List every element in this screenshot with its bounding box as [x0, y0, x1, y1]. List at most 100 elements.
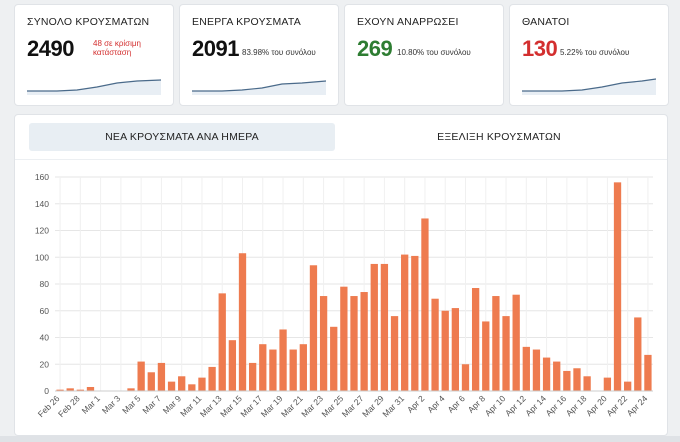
stat-value: 130 [522, 36, 558, 61]
bar [451, 308, 460, 391]
y-tick-label: 160 [35, 172, 49, 182]
bar [188, 384, 196, 391]
bar [299, 344, 307, 391]
stat-value: 269 [357, 36, 393, 61]
x-tick-label: Apr 18 [564, 393, 589, 418]
stat-note: 83.98% του συνόλου [242, 48, 316, 57]
bar [441, 310, 449, 391]
bar [350, 296, 358, 391]
bar [542, 357, 551, 391]
x-tick-label: Apr 4 [425, 393, 447, 415]
x-tick-label: Apr 22 [604, 393, 629, 418]
bar [309, 265, 318, 391]
bar [208, 366, 216, 391]
bar [370, 263, 378, 391]
y-tick-label: 20 [40, 359, 50, 369]
bar [573, 368, 581, 391]
stat-card-recovered: ΕΧΟΥΝ ΑΝΑΡΡΩΣΕΙ 269 10.80% του συνόλου [344, 4, 504, 106]
bar [421, 218, 429, 391]
tab-daily-cases[interactable]: ΝΕΑ ΚΡΟΥΣΜΑΤΑ ΑΝΑ ΗΜΕΡΑ [29, 123, 335, 151]
bar [178, 376, 186, 391]
x-tick-label: Apr 14 [523, 393, 548, 418]
x-tick-label: Mar 7 [140, 393, 163, 416]
bar [583, 376, 591, 391]
bar [471, 288, 480, 391]
tab-divider [15, 159, 667, 160]
x-tick-label: Apr 2 [405, 393, 427, 415]
bar [401, 254, 409, 391]
bar [502, 316, 510, 391]
stat-title: ΣΥΝΟΛΟ ΚΡΟΥΣΜΑΤΩΝ [27, 16, 150, 28]
stat-note-line1: 48 σε κρίσιμη [93, 39, 141, 48]
stat-card-deaths: ΘΑΝΑΤΟΙ 130 5.22% του συνόλου [509, 4, 669, 106]
bar [603, 377, 612, 391]
stat-title: ΕΧΟΥΝ ΑΝΑΡΡΩΣΕΙ [357, 16, 459, 28]
bar [319, 296, 328, 391]
sparkline [192, 80, 326, 95]
stat-note-line2: κατάσταση [93, 48, 132, 57]
stat-note: 5.22% του συνόλου [560, 48, 630, 57]
stat-value: 2490 [27, 36, 74, 61]
sparkline [27, 79, 161, 95]
x-tick-label: Apr 12 [503, 393, 528, 418]
stat-card-active: ΕΝΕΡΓΑ ΚΡΟΥΣΜΑΤΑ 2091 83.98% του συνόλου [179, 4, 339, 106]
bar [360, 292, 368, 391]
tab-cases-evolution[interactable]: ΕΞΕΛΙΞΗ ΚΡΟΥΣΜΑΤΩΝ [437, 131, 561, 143]
bar [634, 317, 642, 391]
y-tick-label: 100 [35, 252, 49, 262]
bar [269, 349, 277, 391]
bar [522, 346, 530, 391]
bar [492, 296, 500, 391]
bar [613, 182, 622, 391]
x-tick-label: Apr 20 [584, 393, 609, 418]
stat-note: 48 σε κρίσιμη κατάσταση [93, 39, 141, 57]
bar [512, 294, 520, 391]
bar [461, 364, 470, 391]
bar [259, 344, 267, 391]
x-tick-label: Apr 10 [483, 393, 508, 418]
stat-title: ΘΑΝΑΤΟΙ [522, 16, 570, 28]
y-tick-label: 60 [40, 306, 50, 316]
bar [532, 349, 541, 391]
bar [411, 255, 419, 391]
y-tick-label: 120 [35, 226, 49, 236]
x-tick-label: Apr 6 [445, 393, 467, 415]
bar [390, 316, 399, 391]
bar [279, 329, 287, 391]
y-tick-label: 140 [35, 199, 49, 209]
bar [330, 326, 338, 391]
bar [167, 381, 176, 391]
sparkline-line [192, 80, 326, 92]
x-tick-label: Apr 16 [543, 393, 568, 418]
bar [289, 349, 297, 391]
bar [431, 298, 439, 391]
stat-card-total: ΣΥΝΟΛΟ ΚΡΟΥΣΜΑΤΩΝ 2490 48 σε κρίσιμη κατ… [14, 4, 174, 106]
bar [482, 321, 490, 391]
page-bottom-edge [0, 436, 680, 442]
bar [127, 388, 135, 391]
bar [228, 340, 237, 391]
bar [56, 389, 64, 391]
bar [248, 362, 257, 391]
bar [644, 354, 652, 391]
bar [553, 361, 561, 391]
bar [218, 293, 226, 391]
x-tick-label: Mar 31 [380, 393, 406, 419]
bar [238, 253, 247, 391]
x-tick-label: Mar 3 [100, 393, 123, 416]
sparkline-area [192, 81, 326, 95]
bar [147, 372, 155, 391]
sparkline-line [522, 78, 656, 92]
bar [624, 381, 632, 391]
sparkline-line [27, 79, 161, 92]
x-tick-label: Mar 5 [120, 393, 143, 416]
stat-note: 10.80% του συνόλου [397, 48, 471, 57]
sparkline [522, 78, 656, 95]
y-tick-label: 40 [40, 333, 50, 343]
bar [137, 361, 145, 391]
x-tick-label: Feb 28 [56, 393, 82, 419]
bar [66, 388, 74, 391]
bar [157, 362, 166, 391]
stat-value: 2091 [192, 36, 239, 61]
